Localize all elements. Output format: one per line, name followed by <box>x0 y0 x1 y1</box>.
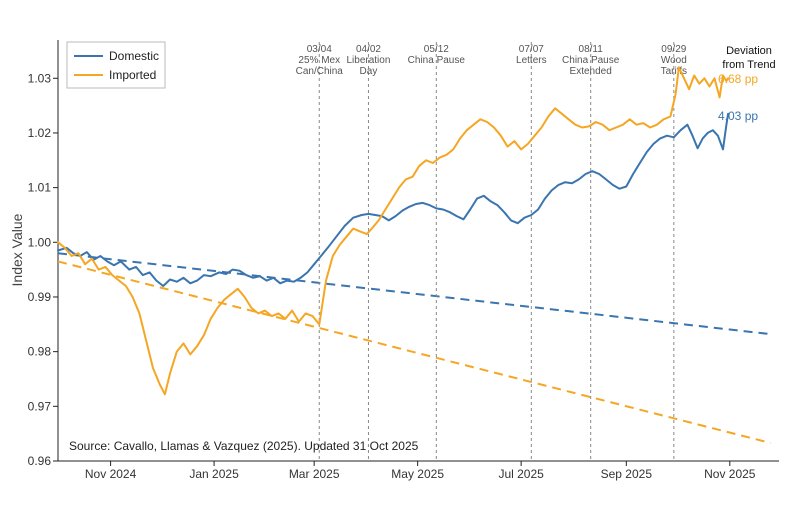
deviation-title-line-1: Deviation <box>726 45 772 57</box>
event-label: Wood <box>661 55 687 66</box>
event-label: Can/China <box>296 66 344 77</box>
series-lines <box>57 66 730 396</box>
event-label: Tariffs <box>661 66 688 77</box>
y-tick-label: 0.98 <box>28 345 52 359</box>
event-label: China Pause <box>562 55 620 66</box>
y-tick-label: 1.00 <box>28 235 52 249</box>
source-note: Source: Cavallo, Llamas & Vazquez (2025)… <box>69 439 419 453</box>
axes: 0.96 0.97 0.98 0.99 1.00 1.01 1.02 1.03 Nov 2024… <box>28 40 779 481</box>
deviation-value-domestic: 4.03 pp <box>718 109 758 123</box>
legend: Domestic Imported <box>66 41 166 89</box>
trend-line-imported <box>57 260 771 444</box>
y-tick-label: 0.96 <box>28 454 52 468</box>
x-tick-label: Nov 2024 <box>85 467 137 481</box>
y-tick-label: 0.99 <box>28 290 52 304</box>
event-label: Day <box>360 66 378 77</box>
y-tick-label: 1.03 <box>28 71 52 85</box>
x-tick-label: Mar 2025 <box>289 467 340 481</box>
event-label: 05/12 <box>424 44 449 55</box>
x-tick-label: Nov 2025 <box>704 467 756 481</box>
x-tick-label: Sep 2025 <box>601 467 653 481</box>
deviation-title-line-2: from Trend <box>722 59 775 71</box>
series-line-imported <box>57 66 730 396</box>
legend-label-domestic: Domestic <box>109 49 159 63</box>
y-tick-label: 1.02 <box>28 126 52 140</box>
trend-line-domestic <box>57 252 771 336</box>
event-label: 07/07 <box>519 44 544 55</box>
event-label: Extended <box>570 66 612 77</box>
event-label: 08/11 <box>579 44 604 55</box>
event-label: Liberation <box>346 55 390 66</box>
deviation-panel: Deviation from Trend 6.68 pp 4.03 pp <box>718 45 776 123</box>
event-label: China Pause <box>408 55 466 66</box>
y-axis-title: Index Value <box>9 213 25 286</box>
deviation-value-imported: 6.68 pp <box>718 72 758 86</box>
event-label: 25% Mex <box>298 55 340 66</box>
event-label: Letters <box>516 55 547 66</box>
legend-label-imported: Imported <box>109 68 156 82</box>
y-tick-label: 1.01 <box>28 181 52 195</box>
x-tick-label: Jul 2025 <box>498 467 544 481</box>
event-label: 03/04 <box>307 44 332 55</box>
series-line-domestic <box>57 112 730 287</box>
event-label: 04/02 <box>356 44 381 55</box>
y-tick-label: 0.97 <box>28 399 52 413</box>
event-label: 09/29 <box>661 44 686 55</box>
x-tick-label: Jan 2025 <box>189 467 239 481</box>
legend-box <box>66 41 166 89</box>
x-tick-label: May 2025 <box>391 467 444 481</box>
trend-lines <box>57 252 771 444</box>
